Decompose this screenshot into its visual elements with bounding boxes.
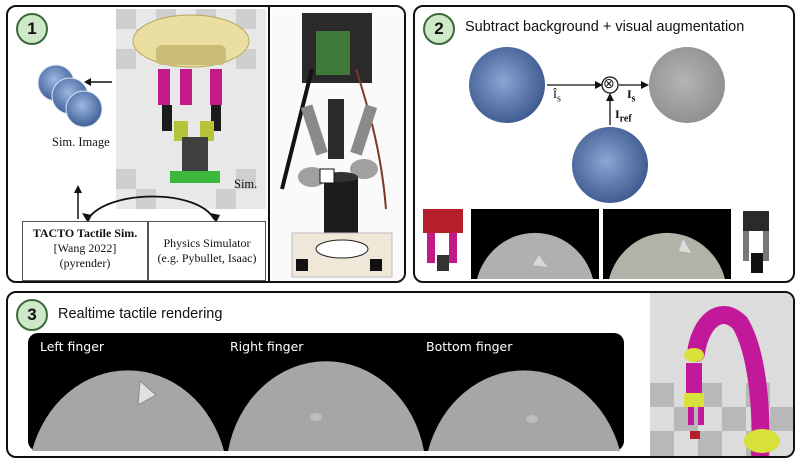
bottom-finger-label: Bottom finger [426,339,513,354]
sim-tactile-images [37,64,103,128]
symbol-is-hat: Îs [553,87,561,104]
robot-arm-render [650,293,793,456]
sim-label: Sim. [234,177,258,191]
physics-title: Physics Simulator [163,236,251,250]
tacto-simulator-box: TACTO Tactile Sim. [Wang 2022] (pyrender… [22,221,148,281]
physics-examples: (e.g. Pybullet, Isaac) [157,251,257,265]
symbol-is-hat-sub: s [557,93,561,105]
panel3-title: Realtime tactile rendering [58,306,223,322]
finger-tactile-renders [28,333,624,451]
sim-gripper-render [116,9,266,209]
symbol-iref-sub: ref [619,113,632,125]
symbol-is: Is [627,87,636,104]
tacto-title: TACTO Tactile Sim. [32,226,138,240]
panel1-divider [268,7,270,281]
panel-realtime-rendering: 3 Realtime tactile rendering Left finger… [6,291,795,458]
subtraction-diagram [469,47,725,203]
step-badge-2: 2 [423,13,455,45]
panel-background-subtraction: 2 Subtract background + visual augmentat… [413,5,795,283]
step-badge-1: 1 [16,13,48,45]
symbol-is-main: I [627,87,632,101]
left-finger-label: Left finger [40,339,105,354]
tacto-citation: [Wang 2022] [53,241,117,255]
sim-image-label: Sim. Image [52,135,110,149]
right-finger-label: Right finger [230,339,304,354]
step-badge-3: 3 [16,299,48,331]
tacto-renderer: (pyrender) [59,256,111,270]
operator-symbol: ⊗ [603,77,615,92]
real-gripper-photo [272,9,404,281]
symbol-iref-main: I [615,107,620,121]
symbol-iref: Iref [615,107,632,124]
augmentation-strip [423,209,769,279]
panel-simulation: 1 Sim. Image [6,5,406,283]
panel2-title: Subtract background + visual augmentatio… [465,19,745,35]
symbol-is-sub: s [631,93,636,105]
physics-simulator-box: Physics Simulator (e.g. Pybullet, Isaac) [148,221,266,281]
curved-arrows [74,185,220,223]
arrow-to-images [84,78,112,86]
symbol-is-hat-main: Î [553,87,557,101]
